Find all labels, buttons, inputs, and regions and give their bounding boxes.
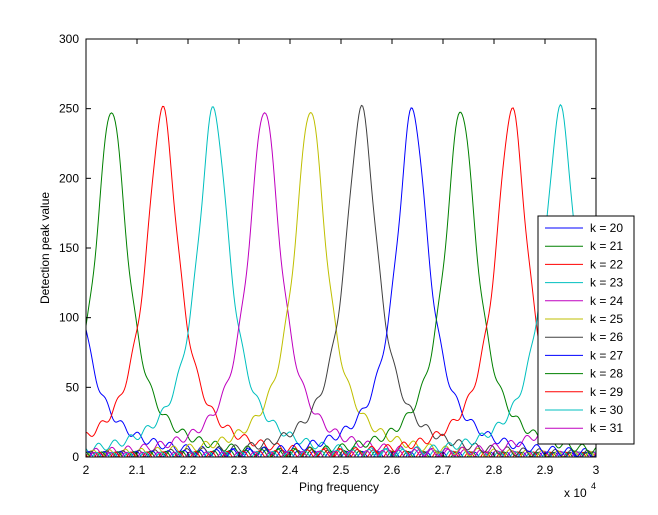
- legend-label: k = 30: [590, 403, 623, 417]
- legend-label: k = 21: [590, 239, 623, 253]
- series-line: [86, 104, 594, 457]
- x-axis-ticks: 2 2.1 2.2 2.3 2.4 2.5 2.6 2.7 2.8 2.9 3: [83, 39, 600, 477]
- legend-label: k = 20: [590, 221, 623, 235]
- series-line: [86, 107, 596, 457]
- legend-label: k = 29: [590, 385, 623, 399]
- y-tick-label: 50: [66, 380, 80, 394]
- x-tick-label: 2.9: [537, 463, 554, 477]
- legend-label: k = 27: [590, 348, 623, 362]
- x-tick-label: 2.7: [435, 463, 452, 477]
- y-tick-label: 150: [59, 241, 79, 255]
- series-line: [86, 106, 596, 457]
- legend-items: k = 20 k = 21 k = 22 k = 23 k = 24 k = 25 k = …: [545, 221, 623, 435]
- y-tick-label: 100: [59, 311, 79, 325]
- legend-label: k = 23: [590, 276, 623, 290]
- legend: k = 20 k = 21 k = 22 k = 23 k = 24 k = 25 k = …: [537, 215, 635, 445]
- y-tick-label: 300: [59, 32, 79, 46]
- x-tick-label: 2.3: [231, 463, 248, 477]
- x-tick-label: 2.2: [180, 463, 197, 477]
- x-tick-label: 2.4: [282, 463, 299, 477]
- legend-label: k = 31: [590, 421, 623, 435]
- series-line: [86, 107, 596, 457]
- x-tick-label: 2.5: [333, 463, 350, 477]
- legend-label: k = 24: [590, 294, 623, 308]
- y-tick-label: 250: [59, 102, 79, 116]
- series-line: [86, 329, 592, 457]
- x-multiplier-exponent: 4: [591, 481, 596, 491]
- x-axis-label: Ping frequency: [299, 480, 379, 494]
- legend-label: k = 22: [590, 257, 623, 271]
- x-tick-label: 2.6: [384, 463, 401, 477]
- y-tick-label: 200: [59, 171, 79, 185]
- series-line: [86, 111, 596, 457]
- legend-box: [537, 215, 635, 445]
- x-tick-label: 2.1: [129, 463, 146, 477]
- legend-label: k = 25: [590, 312, 623, 326]
- y-tick-label: 0: [72, 450, 79, 464]
- legend-label: k = 28: [590, 367, 623, 381]
- x-tick-label: 2.8: [486, 463, 503, 477]
- series-line: [89, 244, 596, 457]
- x-tick-label: 2: [83, 463, 90, 477]
- y-axis-ticks: 0 50 100 150 200 250 300: [59, 32, 596, 464]
- x-tick-label: 3: [593, 463, 600, 477]
- x-multiplier-base: x 10: [564, 486, 587, 500]
- legend-label: k = 26: [590, 330, 623, 344]
- plot-area: 2 2.1 2.2 2.3 2.4 2.5 2.6 2.7 2.8 2.9 3 0 50 100 150 2…: [59, 32, 600, 477]
- y-axis-label: Detection peak value: [38, 192, 52, 304]
- x-axis-multiplier: x 10 4: [564, 481, 596, 500]
- axes-background: [86, 39, 596, 457]
